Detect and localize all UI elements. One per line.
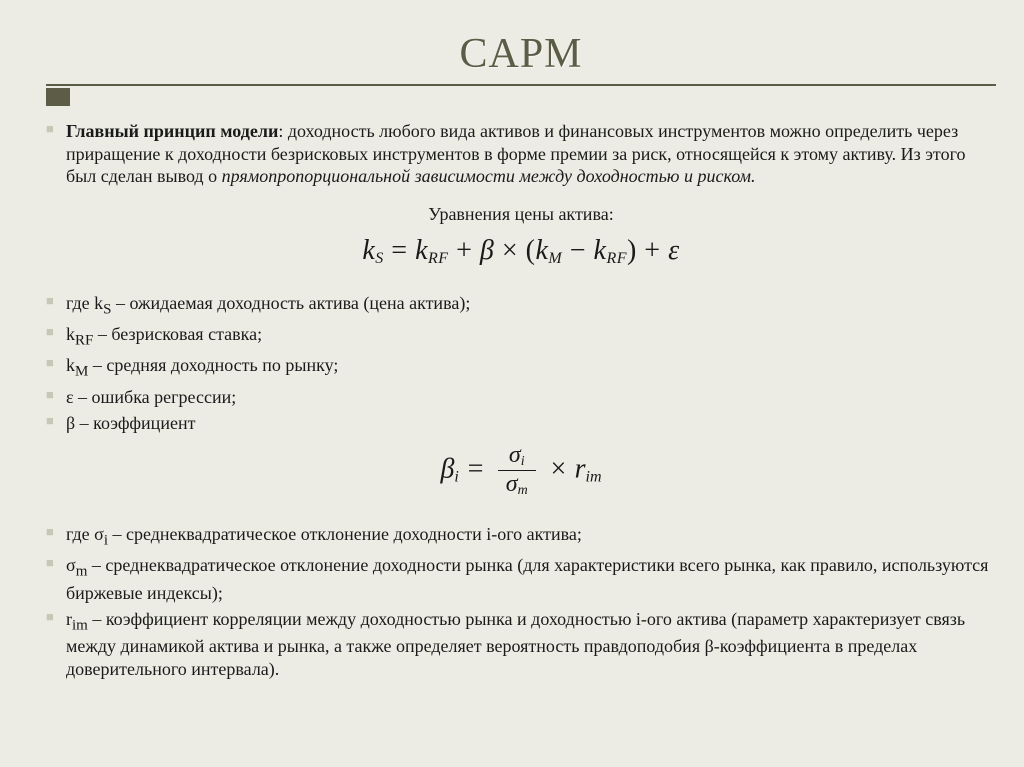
principle-label: Главный принцип модели [66, 121, 278, 141]
def1-item: где kS – ожидаемая доходность актива (це… [46, 292, 996, 319]
slide: CAPM Главный принцип модели: доходность … [0, 0, 1024, 767]
def2-item: где σi – среднеквадратическое отклонение… [46, 523, 996, 550]
def1-item: kRF – безрисковая ставка; [46, 323, 996, 350]
principle-italic: прямопропорциональной зависимости между … [222, 166, 756, 186]
content-list: Главный принцип модели: доходность любог… [46, 120, 996, 188]
equation-1: kS = kRF + β × (kM − kRF) + ε [46, 235, 996, 268]
fraction: σi σm [498, 443, 536, 499]
principle-bullet: Главный принцип модели: доходность любог… [46, 120, 996, 188]
equation-caption: Уравнения цены актива: [46, 204, 996, 225]
def1-item: kM – средняя доходность по рынку; [46, 354, 996, 381]
title-rule [46, 84, 996, 86]
equation-2: βi = σi σm × rim [46, 443, 996, 499]
slide-title: CAPM [46, 30, 996, 78]
def1-item: β – коэффициент [46, 412, 996, 435]
def1-item: ε – ошибка регрессии; [46, 386, 996, 409]
accent-box [46, 88, 70, 106]
def2-item: σm – среднеквадратическое отклонение дох… [46, 554, 996, 604]
def2-item: rim – коэффициент корреляции между доход… [46, 608, 996, 680]
definitions-2: где σi – среднеквадратическое отклонение… [46, 523, 996, 681]
definitions-1: где kS – ожидаемая доходность актива (це… [46, 292, 996, 435]
